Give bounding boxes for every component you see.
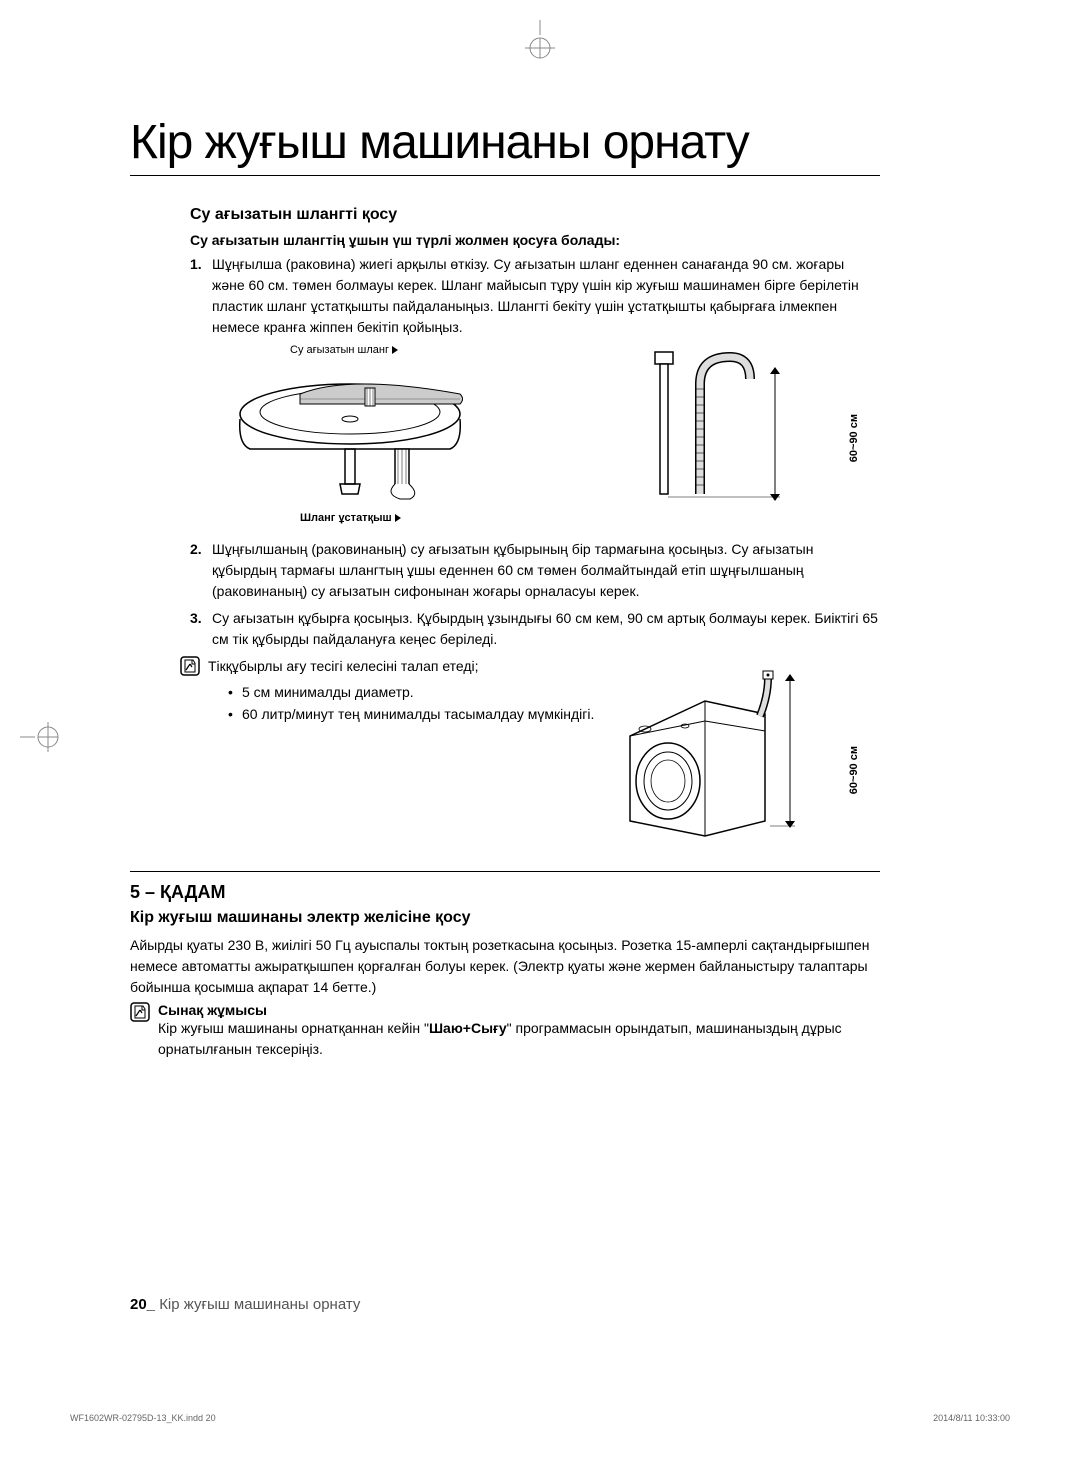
intro-line: Су ағызатын шлангтің ұшын үш түрлі жолме… [190,232,880,248]
body-text: Айырды қуаты 230 В, жиілігі 50 Гц ауыспа… [130,935,880,998]
crop-mark-left [20,717,60,757]
print-timestamp: 2014/8/11 10:33:00 [933,1413,1010,1423]
washer-diagram-area: 60~90 см [190,666,880,856]
vertical-measurement-2: 60~90 см [848,746,860,794]
print-footer: WF1602WR-02795D-13_KK.indd 20 2014/8/11 … [70,1413,1010,1423]
diagram-label-top: Су ағызатын шланг [290,344,398,356]
test-body: Кір жуғыш машинаны орнатқаннан кейін "Ша… [158,1018,880,1060]
item-number: 3. [190,608,212,650]
list-item-3: 3. Су ағызатын құбырға қосыңыз. Құбырдың… [190,608,880,650]
item-text: Шұңғылшаның (раковинаның) су ағызатын құ… [212,539,880,602]
note-icon [130,1002,150,1022]
step-title: 5 – ҚАДАМ [130,882,880,903]
list-item-1: 1. Шұңғылша (раковина) жиегі арқылы өткі… [190,254,880,338]
print-file-info: WF1602WR-02795D-13_KK.indd 20 [70,1413,216,1423]
vertical-measurement-1: 60~90 см [848,414,860,462]
item-number: 1. [190,254,212,338]
test-label: Сынақ жұмысы [158,1002,880,1018]
item-number: 2. [190,539,212,602]
washer-diagram [620,666,820,846]
page-footer: 20_ Кір жуғыш машинаны орнату [130,1296,360,1313]
diagram-label-bottom: Шланг ұстатқыш [300,512,401,524]
item-text: Су ағызатын құбырға қосыңыз. Құбырдың ұз… [212,608,880,650]
diagram-area-1: Су ағызатын шланг [190,344,880,524]
list-item-2: 2. Шұңғылшаның (раковинаның) су ағызатын… [190,539,880,602]
test-note-row: Сынақ жұмысы Кір жуғыш машинаны орнатқан… [130,1002,880,1060]
pipe-diagram [620,349,820,509]
footer-text: Кір жуғыш машинаны орнату [155,1296,360,1313]
page-number: 20_ [130,1296,155,1313]
step-subtitle: Кір жуғыш машинаны электр желісіне қосу [130,909,880,927]
test-note-content: Сынақ жұмысы Кір жуғыш машинаны орнатқан… [158,1002,880,1060]
sink-diagram [220,364,500,504]
subsection-title: Су ағызатын шлангті қосу [190,206,880,224]
main-title: Кір жуғыш машинаны орнату [130,115,880,176]
page-content: Кір жуғыш машинаны орнату Су ағызатын шл… [130,115,880,1060]
crop-mark-top [520,20,560,60]
section-divider [130,871,880,872]
item-text: Шұңғылша (раковина) жиегі арқылы өткізу.… [212,254,880,338]
content-body: Су ағызатын шлангті қосу Су ағызатын шла… [190,206,880,1060]
